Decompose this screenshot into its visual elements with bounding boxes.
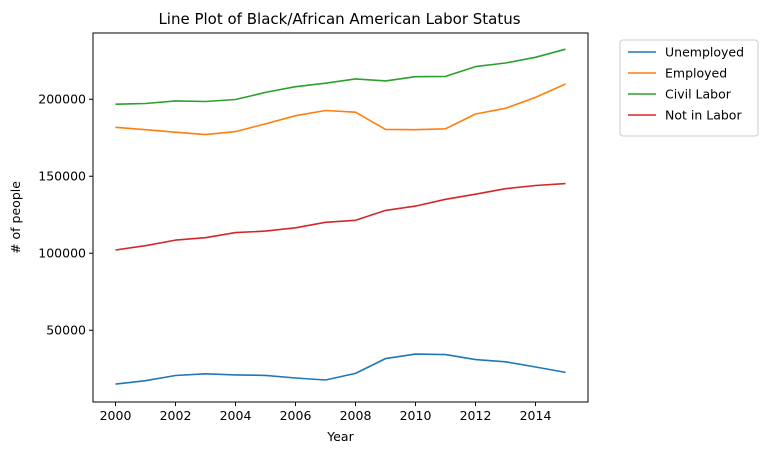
- x-axis: 2000 2002 2004 2006 2008 2010 2012 2014: [100, 402, 552, 423]
- y-axis: 50000 100000 150000 200000: [38, 92, 93, 338]
- x-tick-label: 2000: [100, 408, 132, 423]
- series-line-civil-labor: [115, 48, 566, 105]
- x-tick-label: 2010: [400, 408, 432, 423]
- series-lines: [115, 48, 566, 385]
- x-tick-label: 2008: [340, 408, 372, 423]
- y-tick-label: 50000: [46, 323, 86, 338]
- x-tick-label: 2002: [160, 408, 192, 423]
- legend-label-employed: Employed: [665, 66, 727, 81]
- x-tick-label: 2012: [460, 408, 492, 423]
- y-axis-title: # of people: [8, 181, 23, 254]
- legend-label-civil-labor: Civil Labor: [665, 87, 732, 102]
- y-tick-label: 150000: [38, 169, 86, 184]
- series-line-unemployed: [115, 353, 566, 385]
- x-tick-label: 2004: [220, 408, 252, 423]
- plot-area: [115, 48, 566, 385]
- x-tick-label: 2006: [280, 408, 312, 423]
- legend: Unemployed Employed Civil Labor Not in Labo…: [619, 39, 759, 137]
- y-tick-label: 200000: [38, 92, 86, 107]
- series-line-employed: [115, 83, 566, 136]
- x-axis-title: Year: [326, 429, 354, 444]
- y-tick-label: 100000: [38, 246, 86, 261]
- plot-frame: [92, 32, 589, 403]
- legend-label-unemployed: Unemployed: [665, 45, 744, 60]
- x-tick-label: 2014: [520, 408, 552, 423]
- series-line-not-in-labor: [115, 182, 566, 251]
- chart-title: Line Plot of Black/African American Labo…: [158, 10, 520, 28]
- legend-label-not-in-labor: Not in Labor: [665, 108, 742, 123]
- legend-box: [619, 39, 759, 137]
